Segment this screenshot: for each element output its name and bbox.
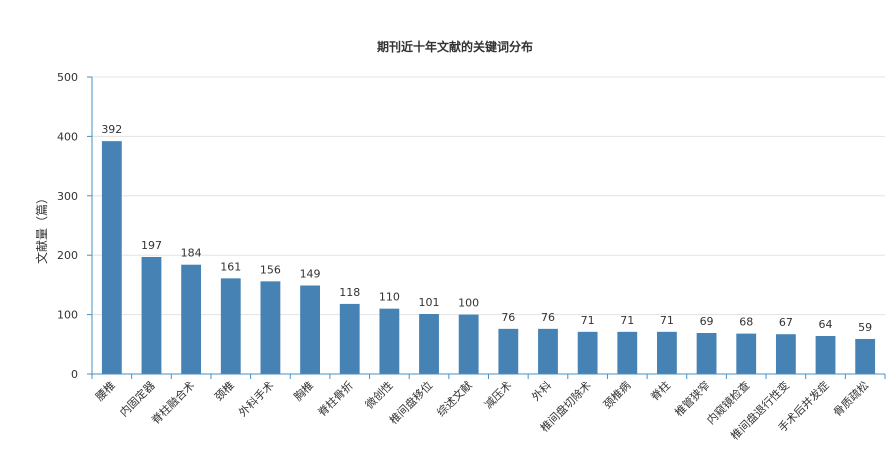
data-label: 184 <box>181 247 202 260</box>
data-label: 59 <box>858 321 872 334</box>
y-tick-label: 300 <box>57 190 78 203</box>
bar <box>339 303 360 374</box>
data-label: 149 <box>300 267 321 280</box>
x-tick-label: 外科手术 <box>236 378 277 419</box>
data-label: 76 <box>501 311 515 324</box>
bar <box>815 335 836 374</box>
bar <box>498 328 519 374</box>
x-tick-label: 外科 <box>529 378 554 403</box>
bar <box>855 338 876 374</box>
bar <box>617 331 638 374</box>
x-tick-label: 胸椎 <box>291 378 316 403</box>
bar <box>538 328 558 374</box>
data-label: 69 <box>700 315 714 328</box>
bar <box>657 331 677 374</box>
data-label: 118 <box>339 286 360 299</box>
x-tick-label: 腰椎 <box>92 378 117 403</box>
bar <box>220 278 241 374</box>
x-tick-label: 微创性 <box>362 378 395 411</box>
y-axis-ticks: 0 100 200 300 400 500 <box>57 71 92 381</box>
data-label: 71 <box>660 314 674 327</box>
y-tick-label: 400 <box>57 130 78 143</box>
bar <box>696 333 717 374</box>
data-label: 68 <box>739 316 753 329</box>
data-label: 161 <box>220 260 241 273</box>
data-label: 197 <box>141 239 162 252</box>
data-labels: 392 197 184 161 156 149 118 110 101 100 76 76 71 71 71… <box>101 123 872 334</box>
y-tick-label: 0 <box>71 368 78 381</box>
data-label: 71 <box>581 314 595 327</box>
bar <box>181 264 202 374</box>
x-tick-label: 骨质疏松 <box>830 378 871 419</box>
y-axis-label: 文献量（篇） <box>34 192 49 264</box>
y-tick-label: 100 <box>57 309 78 322</box>
bar <box>775 334 796 374</box>
bar <box>101 141 122 374</box>
grid-lines <box>92 76 885 316</box>
bar <box>300 285 320 374</box>
x-tick-label: 颈椎 <box>211 378 236 403</box>
x-tick-label: 减压术 <box>482 379 515 412</box>
data-label: 156 <box>260 263 281 276</box>
data-label: 67 <box>779 316 793 329</box>
data-label: 101 <box>419 296 440 309</box>
data-label: 392 <box>101 123 122 136</box>
x-tick-label: 内固定器 <box>117 378 158 419</box>
x-tick-label: 颈椎病 <box>600 378 633 411</box>
data-label: 76 <box>541 311 555 324</box>
bar <box>141 256 162 374</box>
axes <box>91 77 885 375</box>
bars <box>101 141 876 374</box>
bar <box>458 314 479 374</box>
x-tick-label: 脊柱 <box>648 378 673 403</box>
chart-title: 期刊近十年文献的关键词分布 <box>377 39 533 54</box>
bar <box>419 314 439 374</box>
bar <box>736 333 757 374</box>
x-tick-label: 椎管狭窄 <box>672 378 713 419</box>
data-label: 64 <box>819 318 833 331</box>
x-tick-label: 脊柱融合术 <box>148 378 197 427</box>
x-tick-label: 综述文献 <box>434 378 475 419</box>
data-label: 71 <box>620 314 634 327</box>
y-tick-label: 200 <box>57 249 78 262</box>
x-tick-label: 椎间盘移位 <box>386 378 435 427</box>
x-tick-label: 脊柱骨折 <box>315 378 356 419</box>
y-tick-label: 500 <box>57 71 78 84</box>
bar <box>577 331 598 374</box>
data-label: 100 <box>458 297 479 310</box>
bar <box>379 308 400 374</box>
data-label: 110 <box>379 291 400 304</box>
bar <box>260 281 281 374</box>
